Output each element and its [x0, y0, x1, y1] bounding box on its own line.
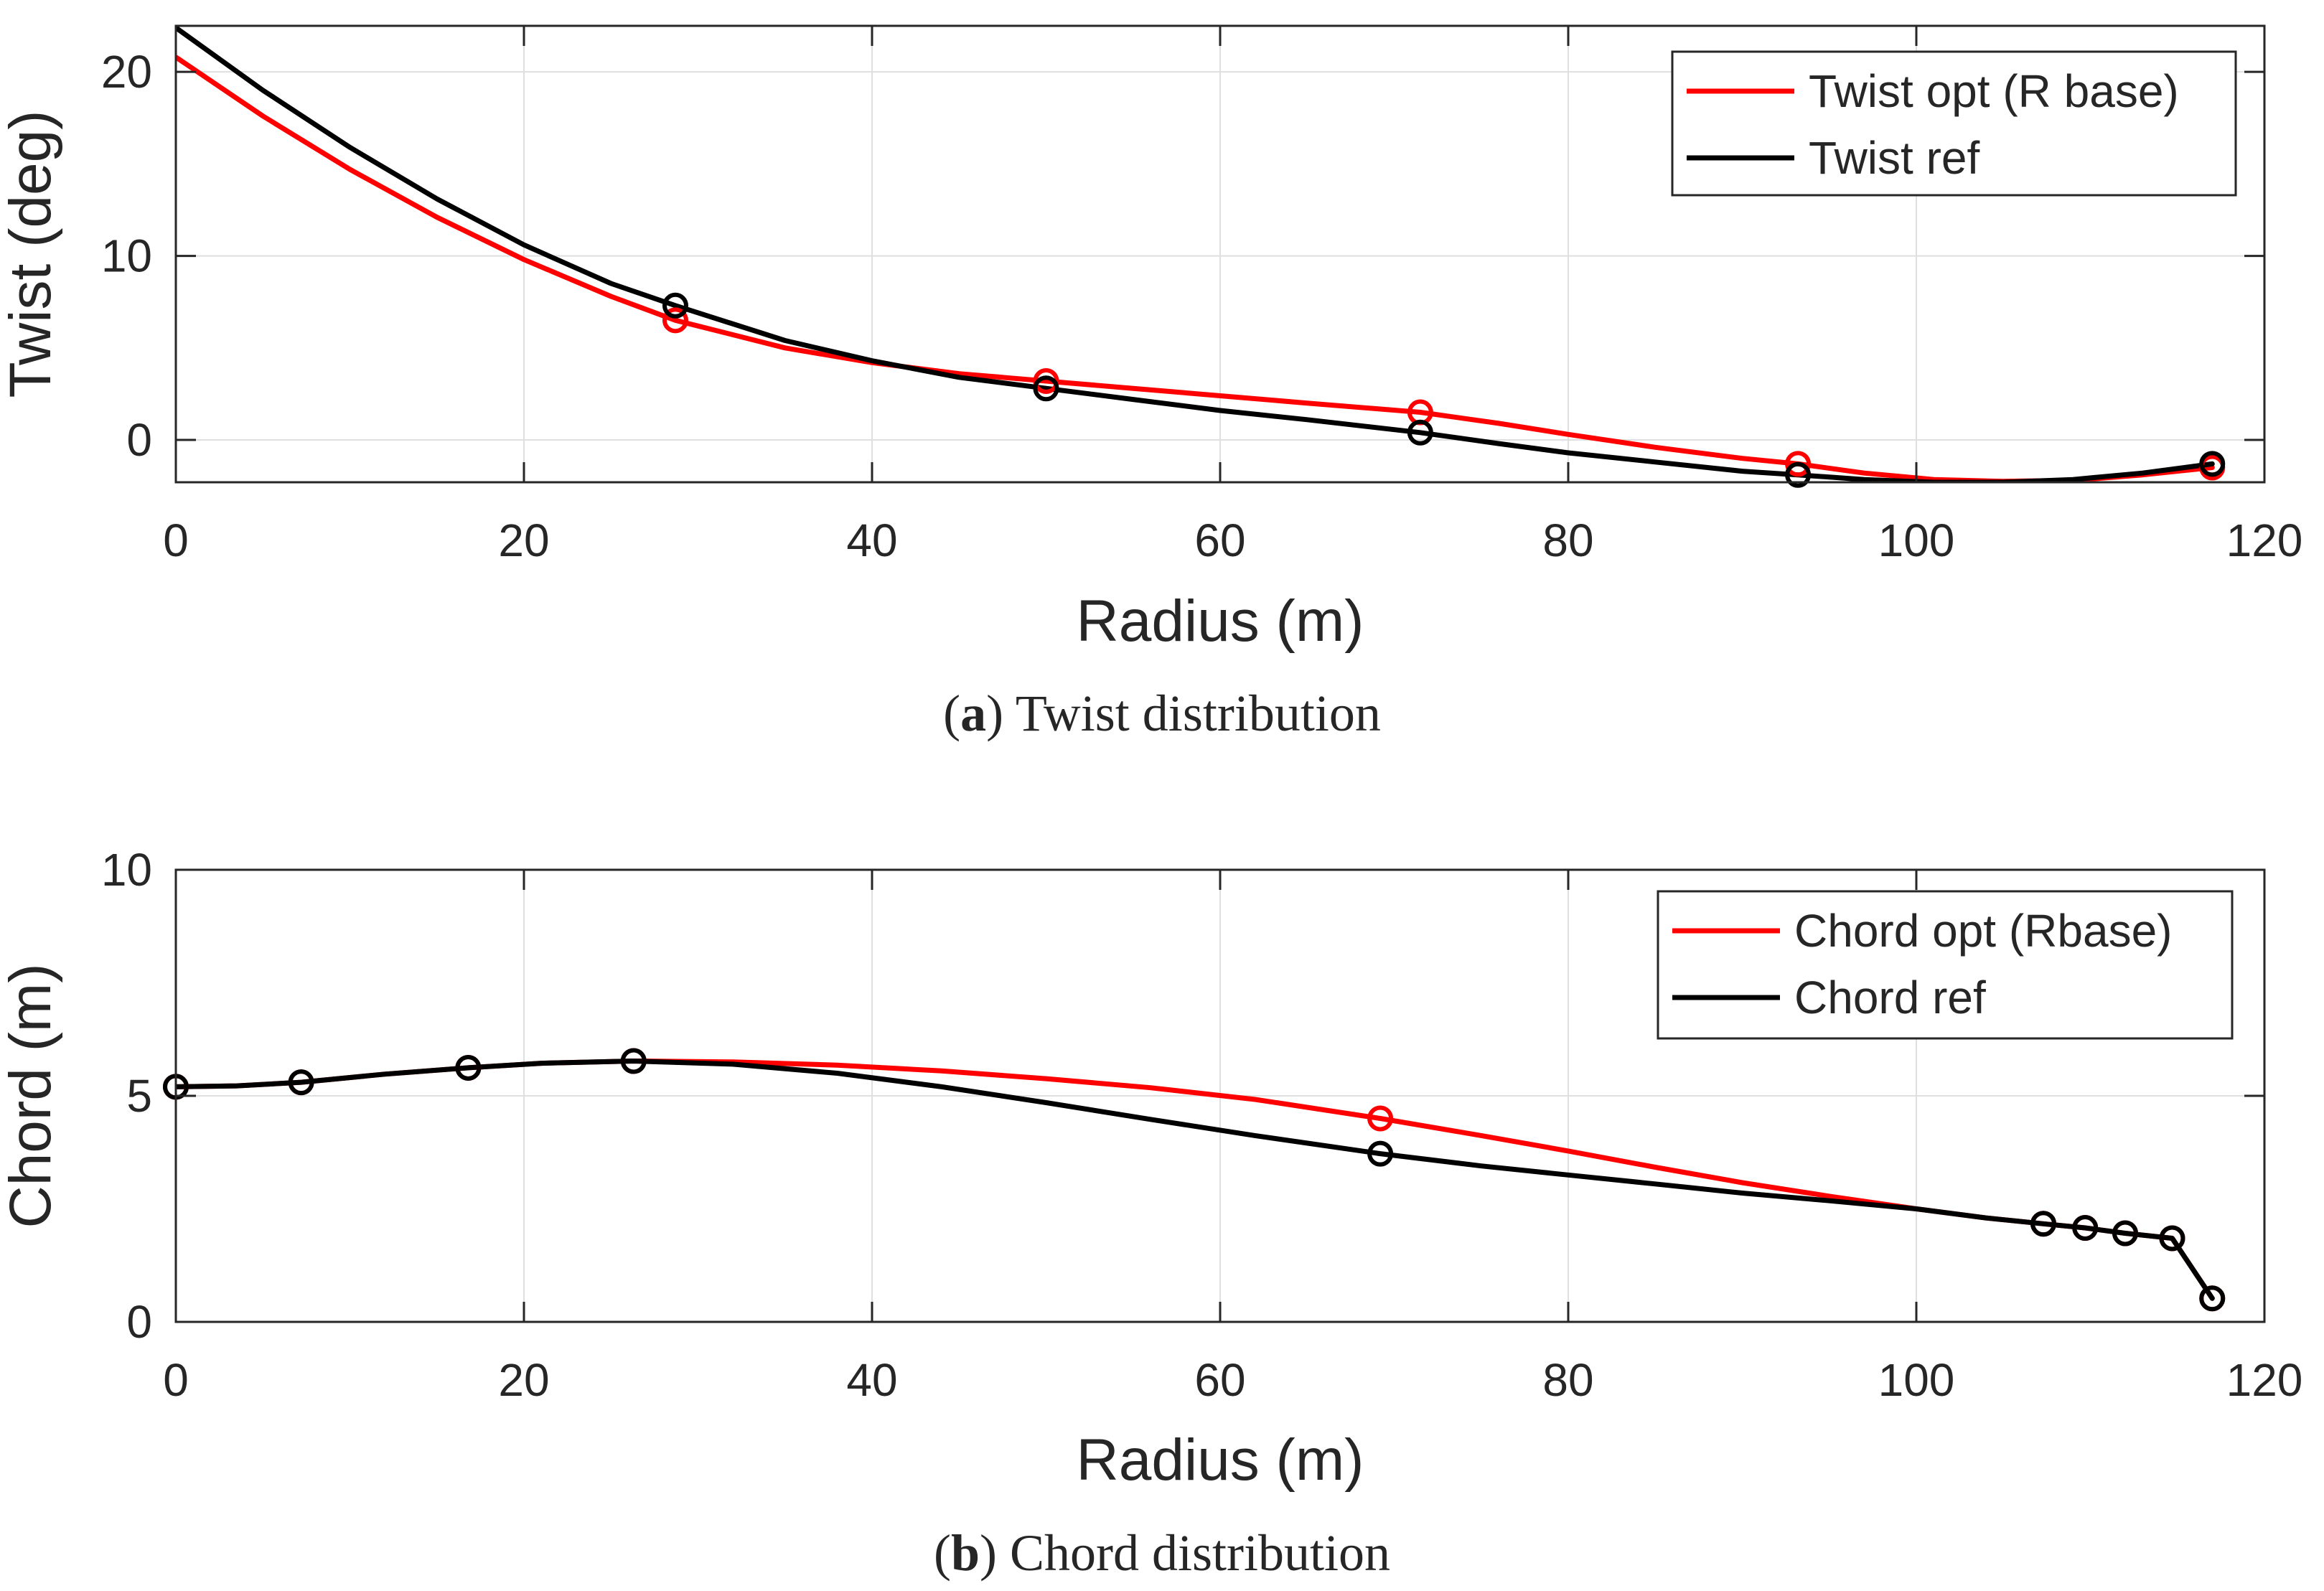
data-point-b-1 — [288, 1069, 314, 1096]
data-point-b-1 — [2199, 1285, 2226, 1312]
y-tick-label-b: 5 — [126, 1070, 152, 1122]
caption-text-b: ) Chord distribution — [980, 1524, 1390, 1582]
data-point-b-1 — [2159, 1225, 2185, 1252]
data-point-a-1 — [1033, 375, 1059, 402]
x-tick-label-b: 120 — [2226, 1354, 2303, 1406]
data-point-a-1 — [1407, 419, 1433, 446]
chart-panel-b: 0 20 40 60 80 100 120 0 5 10 Radius (m) Chord (m) Ch… — [0, 844, 2302, 1582]
y-axis-label-b: Chord (m) — [0, 963, 63, 1228]
x-tick-label-a: 100 — [1878, 515, 1955, 566]
x-tick-label-b: 100 — [1878, 1354, 1955, 1406]
legend-label-a-1: Twist ref — [1809, 132, 1979, 184]
x-tick-label-a: 80 — [1542, 515, 1593, 566]
data-point-b-1 — [1367, 1140, 1394, 1167]
legend-label-b-0: Chord opt (Rbase) — [1794, 905, 2172, 957]
data-point-a-1 — [1785, 461, 1812, 488]
data-point-b-1 — [620, 1048, 647, 1074]
figure-caption-b: (b) Chord distribution — [934, 1524, 1390, 1582]
x-tick-label-a: 120 — [2226, 515, 2303, 566]
x-tick-label-a: 40 — [846, 515, 897, 566]
x-tick-label-b: 60 — [1194, 1354, 1245, 1406]
data-point-b-1 — [455, 1054, 482, 1081]
x-tick-label-a: 0 — [163, 515, 189, 566]
series-line-a-0 — [176, 55, 2215, 482]
caption-text-a: ) Twist distribution — [986, 685, 1381, 742]
x-tick-label-a: 60 — [1194, 515, 1245, 566]
x-tick-label-a: 20 — [498, 515, 549, 566]
y-tick-label-a: 10 — [101, 230, 152, 282]
x-axis-label-a: Radius (m) — [1077, 588, 1364, 654]
y-tick-label-b: 0 — [126, 1296, 152, 1348]
x-tick-label-b: 20 — [498, 1354, 549, 1406]
legend-a: Twist opt (R base) Twist ref — [1671, 50, 2237, 197]
chart-panel-a: 0 20 40 60 80 100 120 0 10 20 Radius (m) Twist (deg… — [0, 24, 2303, 742]
data-point-b-1 — [2072, 1214, 2099, 1241]
data-point-a-1 — [2199, 451, 2226, 477]
x-tick-label-b: 80 — [1542, 1354, 1593, 1406]
data-point-a-0 — [662, 307, 688, 334]
data-point-b-0 — [1367, 1105, 1394, 1132]
caption-paren-open-a: ( — [943, 685, 960, 742]
figure-caption-a: (a) Twist distribution — [943, 685, 1381, 742]
x-tick-label-b: 0 — [163, 1354, 189, 1406]
data-point-a-1 — [662, 292, 688, 319]
data-point-b-1 — [2030, 1211, 2057, 1237]
data-point-a-0 — [1033, 367, 1059, 394]
y-axis-label-a: Twist (deg) — [0, 111, 63, 398]
legend-label-b-1: Chord ref — [1794, 972, 1986, 1023]
y-tick-label-a: 0 — [126, 414, 152, 466]
legend-box-a — [1671, 50, 2237, 197]
y-tick-label-b: 10 — [101, 844, 152, 896]
legend-b: Chord opt (Rbase) Chord ref — [1657, 890, 2234, 1040]
x-tick-label-b: 40 — [846, 1354, 897, 1406]
x-axis-label-b: Radius (m) — [1077, 1427, 1364, 1493]
caption-paren-open-b: ( — [934, 1524, 951, 1582]
data-point-b-1 — [2112, 1220, 2138, 1247]
legend-box-b — [1657, 890, 2234, 1040]
caption-letter-a: a — [960, 685, 986, 742]
y-tick-label-a: 20 — [101, 46, 152, 98]
caption-letter-b: b — [951, 1524, 980, 1582]
data-point-a-0 — [1785, 451, 1812, 477]
legend-label-a-0: Twist opt (R base) — [1809, 65, 2179, 117]
